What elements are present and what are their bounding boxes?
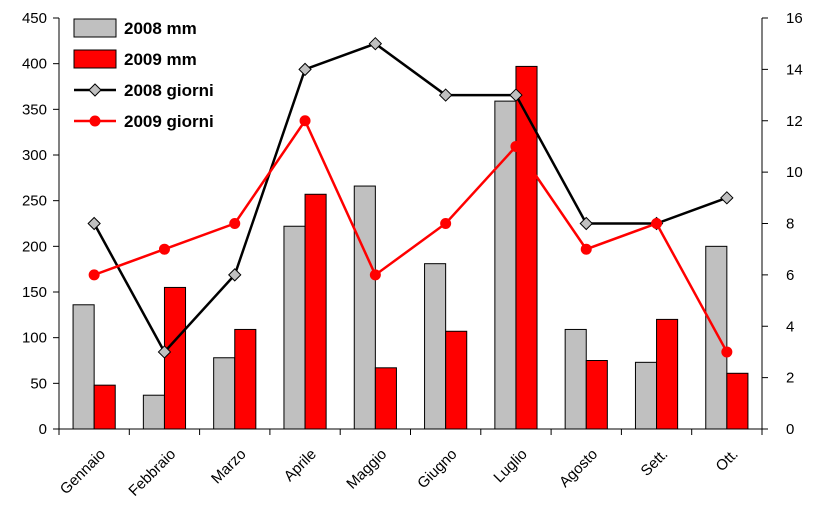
point-2008-giorni — [579, 216, 593, 231]
y-left-tick-label: 50 — [30, 375, 47, 392]
point-2008-giorni — [720, 191, 734, 205]
point-2008-giorni — [368, 36, 383, 51]
x-category-label: Febbraio — [125, 446, 179, 500]
bar-2008-mm — [705, 245, 728, 430]
lines-layer — [87, 36, 734, 359]
bar-2008-mm — [142, 394, 165, 430]
x-category-label: Maggio — [343, 446, 390, 493]
x-category-label: Giugno — [414, 446, 460, 492]
point-2008-giorni — [438, 88, 453, 102]
bar-2009-mm — [445, 330, 468, 430]
legend-swatch-2009-mm — [73, 49, 117, 69]
y-right-tick-label: 12 — [786, 113, 803, 130]
point-2009-giorni — [369, 269, 381, 281]
x-category-label: Luglio — [490, 446, 530, 486]
bar-2009-mm — [374, 367, 397, 430]
legend-label-2009-giorni: 2009 giorni — [124, 112, 214, 131]
line-2009-giorni — [93, 118, 728, 353]
line-2008-giorni — [93, 42, 728, 355]
point-2009-giorni — [88, 269, 100, 281]
bar-2008-mm — [353, 185, 376, 430]
bar-2009-mm — [163, 286, 187, 430]
bar-2008-mm — [283, 225, 306, 430]
point-2008-giorni — [228, 268, 242, 282]
point-2009-giorni — [510, 140, 522, 152]
legend-marker-2009-giorni — [89, 115, 101, 127]
point-2009-giorni — [440, 218, 452, 229]
y-right-tick-label: 10 — [786, 164, 803, 181]
bar-2009-mm — [515, 65, 538, 430]
bar-2008-mm — [564, 328, 587, 430]
x-category-label: Agosto — [556, 446, 601, 491]
point-2008-giorni — [87, 216, 101, 231]
y-left-tick-label: 100 — [22, 330, 47, 347]
x-category-label: Marzo — [208, 446, 249, 487]
legend-swatch-2008-mm — [73, 18, 117, 38]
bar-2009-mm — [656, 318, 679, 430]
bar-2008-mm — [213, 357, 236, 430]
y-right-tick-label: 16 — [786, 10, 803, 27]
x-category-label: Sett. — [638, 446, 672, 480]
y-left-tick-label: 150 — [22, 284, 47, 301]
y-right-tick-label: 6 — [786, 267, 794, 284]
y-right-tick-label: 8 — [786, 216, 794, 233]
y-left-tick-label: 0 — [39, 421, 47, 438]
bar-2008-mm — [634, 361, 658, 430]
bar-2008-mm — [424, 263, 447, 430]
bar-2009-mm — [726, 372, 749, 430]
y-left-tick-label: 450 — [22, 10, 47, 27]
x-category-label: Aprile — [281, 446, 320, 485]
x-category-label: Gennaio — [57, 446, 109, 498]
legend-label-2009-mm: 2009 mm — [124, 50, 197, 69]
point-2009-giorni — [299, 115, 311, 127]
bar-2009-mm — [304, 193, 327, 430]
y-right-tick-label: 0 — [786, 421, 794, 438]
x-category-label: Ott. — [713, 446, 742, 475]
point-2009-giorni — [651, 218, 663, 229]
bar-2009-mm — [93, 384, 116, 430]
point-2009-giorni — [580, 243, 592, 255]
legend-label-2008-mm: 2008 mm — [124, 19, 197, 38]
y-left-tick-label: 200 — [22, 238, 47, 255]
y-right-tick-label: 4 — [786, 318, 794, 335]
point-2008-giorni — [298, 62, 312, 77]
y-left-tick-label: 300 — [22, 147, 47, 164]
point-2008-giorni — [509, 88, 523, 102]
y-left-tick-label: 250 — [22, 193, 47, 210]
bars-layer — [72, 65, 749, 430]
point-2009-giorni — [229, 218, 241, 229]
bar-2008-mm — [72, 304, 95, 430]
y-right-tick-label: 2 — [786, 370, 794, 387]
bar-2009-mm — [585, 360, 608, 430]
legend-marker-2008-giorni — [88, 83, 102, 97]
y-left-tick-label: 350 — [22, 101, 47, 118]
point-2008-giorni — [157, 345, 172, 359]
legend-label-2008-giorni: 2008 giorni — [124, 81, 214, 100]
point-2009-giorni — [158, 243, 170, 255]
bar-2009-mm — [234, 328, 257, 430]
y-right-tick-label: 14 — [786, 61, 803, 78]
legend: 2008 mm 2009 mm 2008 giorni 2009 giorni — [73, 18, 214, 131]
point-2009-giorni — [721, 346, 733, 358]
y-left-tick-label: 400 — [22, 56, 47, 73]
